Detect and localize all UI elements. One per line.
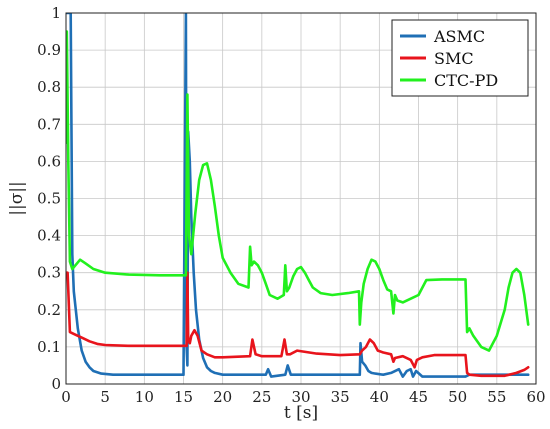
y-tick-label: 0.6 — [37, 152, 61, 170]
y-tick-label: 0.7 — [37, 115, 61, 133]
y-axis-label: ||σ|| — [7, 181, 27, 216]
y-tick-label: 0.1 — [37, 338, 61, 356]
legend-entry: CTC-PD — [434, 71, 498, 90]
y-tick-label: 0 — [51, 375, 61, 393]
x-tick-label: 30 — [291, 388, 310, 406]
x-tick-label: 60 — [526, 388, 545, 406]
x-tick-label: 55 — [487, 388, 506, 406]
y-tick-labels: 0 0.1 0.2 0.3 0.4 0.5 0.6 0.7 0.8 0.9 1 — [37, 4, 61, 393]
y-tick-label: 0.3 — [37, 264, 61, 282]
x-tick-label: 0 — [61, 388, 71, 406]
series-line-asmc — [66, 13, 530, 378]
y-tick-label: 1 — [51, 4, 61, 22]
x-tick-label: 35 — [331, 388, 350, 406]
y-tick-label: 0.8 — [37, 78, 61, 96]
legend: ASMC SMC CTC-PD — [391, 19, 529, 97]
legend-entry: SMC — [434, 49, 474, 68]
x-tick-label: 20 — [213, 388, 232, 406]
y-tick-label: 0.2 — [37, 301, 61, 319]
x-tick-labels: 0 5 10 15 20 25 30 35 40 45 50 55 60 — [61, 388, 545, 406]
y-tick-label: 0.4 — [37, 227, 61, 245]
x-tick-label: 10 — [135, 388, 154, 406]
x-tick-label: 5 — [100, 388, 110, 406]
series-lines — [66, 13, 530, 378]
y-tick-label: 0.5 — [37, 190, 61, 208]
plot-frame — [65, 12, 537, 385]
y-tick-label: 0.9 — [37, 41, 61, 59]
series-line-smc — [66, 271, 530, 378]
x-axis-label: t [s] — [284, 403, 318, 423]
x-tick-label: 40 — [370, 388, 389, 406]
x-tick-label: 15 — [174, 388, 193, 406]
series-line-ctc-pd — [66, 30, 530, 352]
x-tick-label: 50 — [448, 388, 467, 406]
x-tick-label: 25 — [252, 388, 271, 406]
legend-entry: ASMC — [433, 27, 485, 46]
x-tick-label: 45 — [409, 388, 428, 406]
